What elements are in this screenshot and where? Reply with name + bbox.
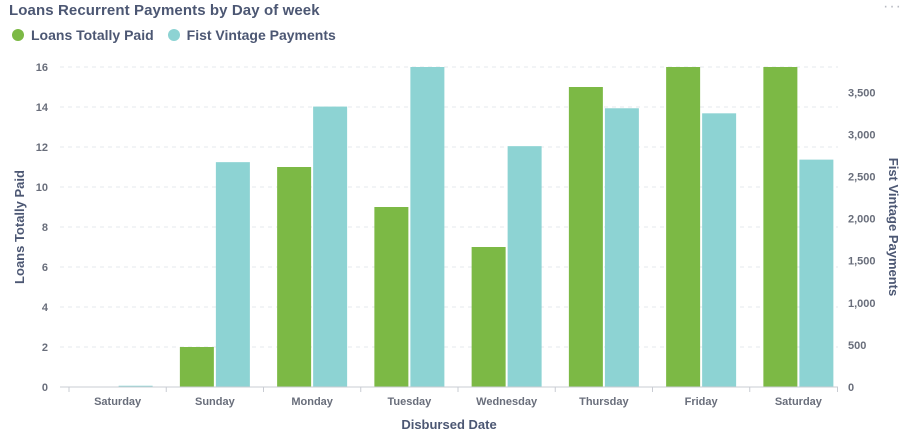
y-tick-label: 16	[36, 62, 48, 74]
y2-tick-label: 2,500	[848, 171, 876, 183]
legend-swatch-vintage	[167, 29, 180, 41]
y2-axis-label: Fist Vintage Payments	[886, 158, 901, 296]
bar-fist-vintage-payments[interactable]	[507, 146, 542, 387]
y2-tick-label: 2,000	[848, 214, 876, 226]
legend-label-loans: Loans Totally Paid	[31, 27, 154, 43]
bar-loans-totally-paid[interactable]	[179, 347, 214, 387]
y-tick-label: 4	[42, 302, 49, 314]
chart-legend: Loans Totally Paid Fist Vintage Payments	[12, 27, 336, 43]
bar-fist-vintage-payments[interactable]	[702, 113, 737, 387]
bars	[118, 67, 834, 388]
bar-loans-totally-paid[interactable]	[471, 247, 506, 387]
more-options-icon[interactable]: ···	[883, 0, 902, 15]
bar-loans-totally-paid[interactable]	[277, 167, 312, 387]
y-tick-label: 2	[42, 342, 48, 354]
bar-fist-vintage-payments[interactable]	[604, 108, 639, 388]
bar-loans-totally-paid[interactable]	[568, 87, 603, 387]
y2-tick-label: 1,000	[848, 298, 876, 310]
y2-tick-label: 500	[848, 340, 866, 352]
x-axis-label: Disbursed Date	[401, 417, 496, 432]
bar-fist-vintage-payments[interactable]	[215, 162, 250, 387]
bar-fist-vintage-payments[interactable]	[313, 106, 348, 387]
y-tick-label: 14	[36, 102, 49, 114]
axes: 0 2 4 6 8 10 12 14 16 0 500 1,000 1,500 2,000 2,500 3,0…	[36, 62, 876, 408]
x-tick-label: Saturday	[775, 396, 823, 408]
x-tick-label: Monday	[291, 396, 333, 408]
legend-item-loans-totally-paid[interactable]: Loans Totally Paid	[12, 27, 154, 43]
chart-title[interactable]: Loans Recurrent Payments by Day of week	[9, 2, 320, 19]
y2-tick-label: 0	[848, 382, 854, 394]
bar-fist-vintage-payments[interactable]	[410, 67, 445, 387]
y-tick-label: 0	[42, 382, 48, 394]
legend-label-vintage: Fist Vintage Payments	[186, 27, 336, 43]
x-tick-label: Sunday	[195, 396, 236, 408]
y2-tick-label: 3,500	[848, 87, 876, 99]
x-tick-label: Saturday	[94, 396, 142, 408]
y-tick-label: 8	[42, 222, 48, 234]
bar-fist-vintage-payments[interactable]	[118, 385, 153, 387]
y-tick-label: 12	[36, 142, 48, 154]
bar-loans-totally-paid[interactable]	[763, 67, 798, 387]
bar-loans-totally-paid[interactable]	[666, 67, 701, 387]
bar-fist-vintage-payments[interactable]	[799, 159, 834, 387]
x-tick-label: Tuesday	[387, 396, 432, 408]
legend-swatch-loans	[12, 29, 24, 41]
y-axis-label: Loans Totally Paid	[12, 170, 27, 284]
x-tick-label: Thursday	[579, 396, 629, 408]
y2-tick-label: 1,500	[848, 256, 876, 268]
x-tick-label: Wednesday	[476, 396, 538, 408]
y2-tick-label: 3,000	[848, 129, 876, 141]
bar-loans-totally-paid[interactable]	[374, 207, 409, 387]
legend-item-fist-vintage-payments[interactable]: Fist Vintage Payments	[167, 27, 336, 43]
y-tick-label: 6	[42, 262, 48, 274]
y-tick-label: 10	[36, 182, 48, 194]
x-tick-label: Friday	[685, 396, 719, 408]
